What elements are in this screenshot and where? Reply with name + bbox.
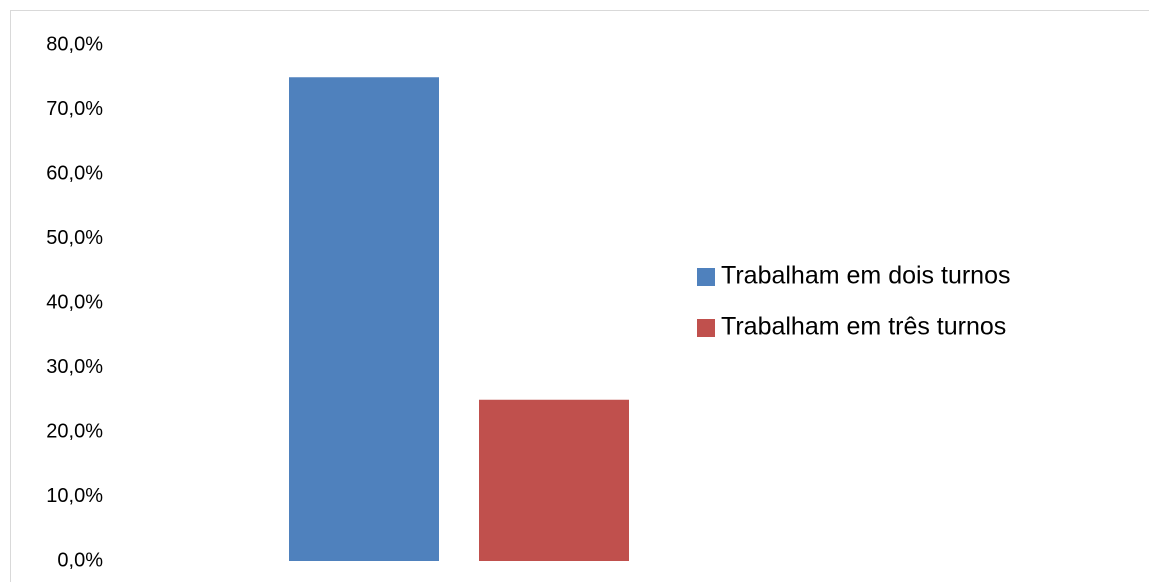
bar — [479, 400, 629, 561]
legend-swatch — [697, 268, 715, 286]
y-tick-label: 0,0% — [57, 549, 103, 571]
y-tick-label: 10,0% — [46, 485, 103, 507]
legend-label: Trabalham em dois turnos — [721, 262, 1010, 290]
legend-swatch — [697, 319, 715, 337]
legend-label: Trabalham em três turnos — [721, 313, 1006, 341]
y-tick-label: 30,0% — [46, 356, 103, 378]
bar — [289, 77, 439, 561]
y-tick-label: 40,0% — [46, 291, 103, 313]
y-tick-label: 80,0% — [46, 33, 103, 55]
y-tick-label: 20,0% — [46, 420, 103, 442]
y-tick-label: 70,0% — [46, 98, 103, 120]
y-tick-label: 50,0% — [46, 227, 103, 249]
y-tick-label: 60,0% — [46, 162, 103, 184]
